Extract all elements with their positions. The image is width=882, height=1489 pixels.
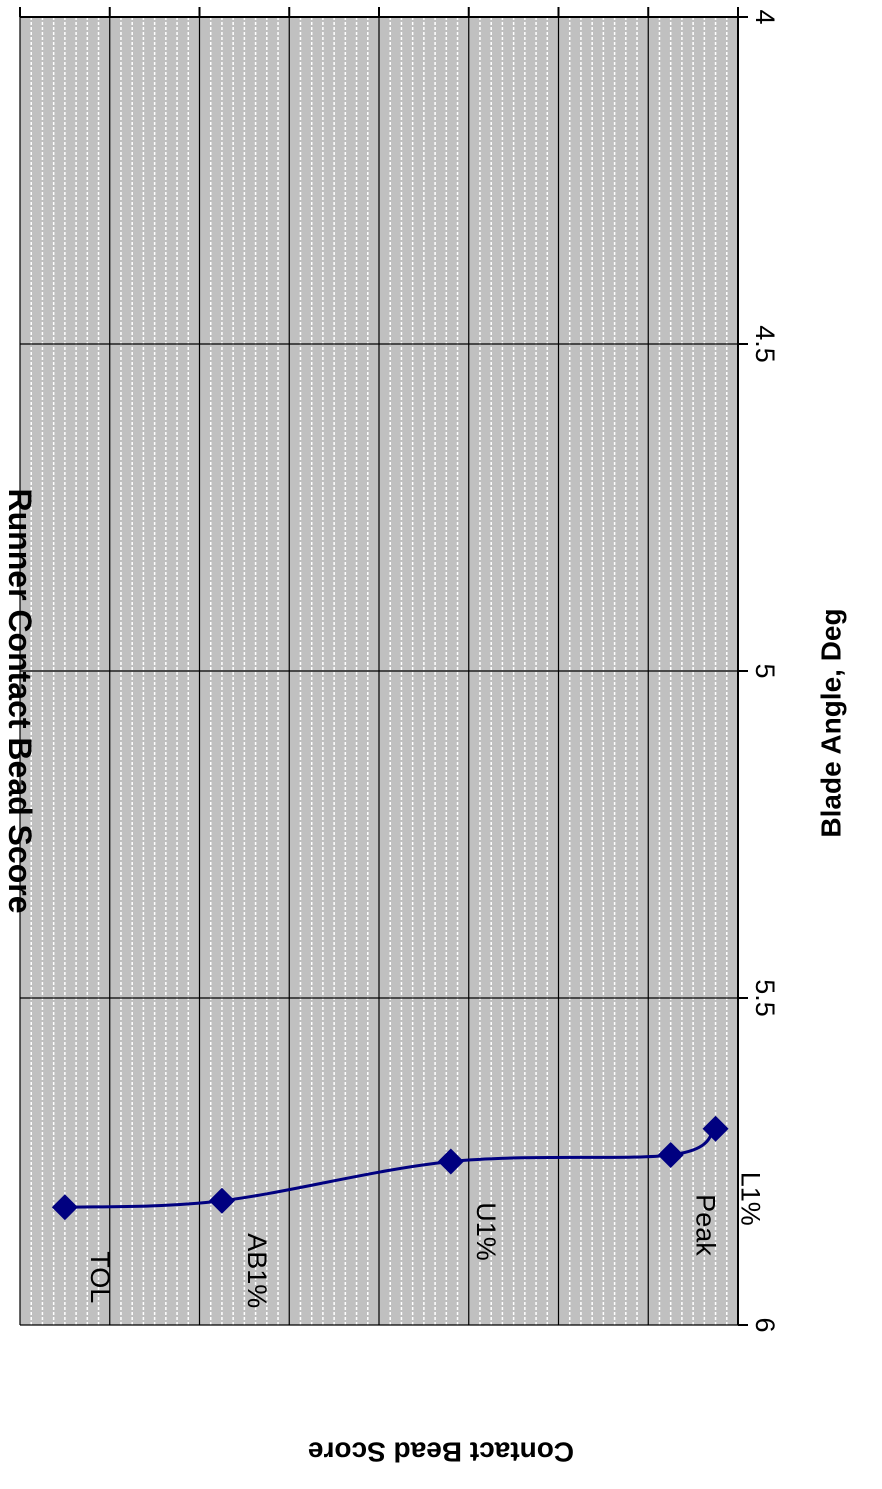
point-labels: L1% Peak U1% AB1% TOL bbox=[85, 1172, 766, 1308]
data-point-label: L1% bbox=[736, 1172, 766, 1226]
y-tick-label: 4.5 bbox=[750, 325, 780, 363]
y-tick-label: 5.5 bbox=[750, 979, 780, 1017]
y-tick-label: 5 bbox=[750, 663, 780, 678]
axes bbox=[19, 7, 748, 1326]
chart-title: Runner Contact Bead Score bbox=[2, 489, 38, 914]
y-axis-title: Contact Bead Score bbox=[308, 1437, 574, 1468]
data-point-marker bbox=[437, 1148, 464, 1175]
y-tick-label: 4 bbox=[750, 9, 780, 24]
data-point-marker bbox=[702, 1115, 729, 1142]
data-point-marker bbox=[51, 1194, 78, 1221]
data-point-label: U1% bbox=[471, 1202, 501, 1261]
data-point-marker bbox=[657, 1141, 684, 1168]
tick-labels: 16182022242628303244.555.56 bbox=[750, 9, 780, 1332]
data-point-label: TOL bbox=[85, 1251, 115, 1303]
series-markers bbox=[51, 1115, 729, 1221]
data-point-label: AB1% bbox=[242, 1233, 272, 1308]
data-point-marker bbox=[208, 1187, 235, 1214]
chart-rotated-group: 16182022242628303244.555.56 L1%PeakU1%AB… bbox=[2, 7, 847, 1468]
x-axis-title: Blade Angle, Deg bbox=[816, 608, 847, 837]
data-point-label: Peak bbox=[691, 1194, 721, 1256]
minor-gridlines bbox=[30, 17, 728, 1325]
y-tick-label: 6 bbox=[750, 1317, 780, 1332]
